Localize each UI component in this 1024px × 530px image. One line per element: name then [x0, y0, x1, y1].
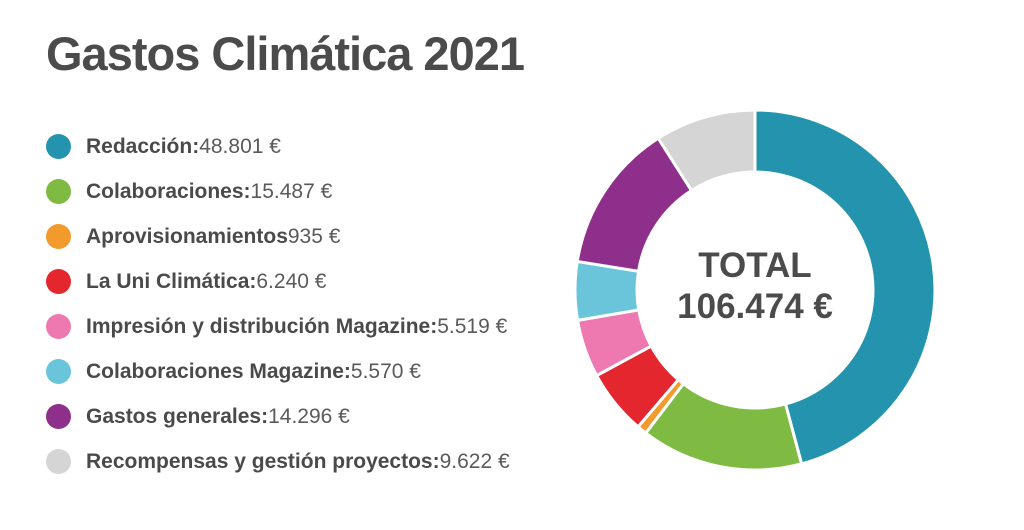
legend-label: La Uni Climática: — [86, 269, 257, 293]
donut-slices — [573, 108, 937, 472]
legend-label: Redacción: — [86, 134, 200, 158]
legend-swatch — [46, 179, 71, 204]
legend-item: Colaboraciones: 15.487 € — [46, 169, 546, 214]
legend: Redacción: 48.801 € Colaboraciones: 15.48… — [46, 124, 546, 484]
legend-swatch — [46, 224, 71, 249]
legend-swatch — [46, 314, 71, 339]
legend-item: Impresión y distribución Magazine: 5.519… — [46, 304, 546, 349]
legend-item: Aprovisionamientos 935 € — [46, 214, 546, 259]
legend-label: Impresión y distribución Magazine: — [86, 314, 438, 338]
legend-item: Redacción: 48.801 € — [46, 124, 546, 169]
total-value: 106.474 € — [677, 287, 833, 326]
legend-item: Gastos generales: 14.296 € — [46, 394, 546, 439]
legend-label: Aprovisionamientos — [86, 224, 288, 248]
legend-swatch — [46, 404, 71, 429]
legend-label: Colaboraciones: — [86, 179, 251, 203]
legend-item: Colaboraciones Magazine: 5.570 € — [46, 349, 546, 394]
legend-label: Colaboraciones Magazine: — [86, 359, 351, 383]
legend-label: Recompensas y gestión proyectos: — [86, 449, 440, 473]
legend-swatch — [46, 449, 71, 474]
legend-value: 48.801 € — [199, 134, 281, 158]
legend-value: 935 € — [287, 224, 341, 248]
donut-slice — [753, 108, 937, 466]
legend-value: 9.622 € — [439, 449, 510, 473]
legend-value: 6.240 € — [256, 269, 327, 293]
donut-chart: TOTAL 106.474 € — [573, 108, 937, 472]
chart-title: Gastos Climática 2021 — [46, 27, 525, 80]
legend-swatch — [46, 134, 71, 159]
legend-value: 5.570 € — [350, 359, 421, 383]
legend-swatch — [46, 359, 71, 384]
donut-slice — [656, 108, 757, 193]
legend-label: Gastos generales: — [86, 404, 269, 428]
legend-value: 14.296 € — [268, 404, 350, 428]
legend-swatch — [46, 269, 71, 294]
legend-value: 5.519 € — [437, 314, 508, 338]
legend-item: Recompensas y gestión proyectos: 9.622 € — [46, 439, 546, 484]
total-label: TOTAL — [698, 246, 811, 285]
legend-value: 15.487 € — [250, 179, 333, 203]
legend-item: La Uni Climática: 6.240 € — [46, 259, 546, 304]
